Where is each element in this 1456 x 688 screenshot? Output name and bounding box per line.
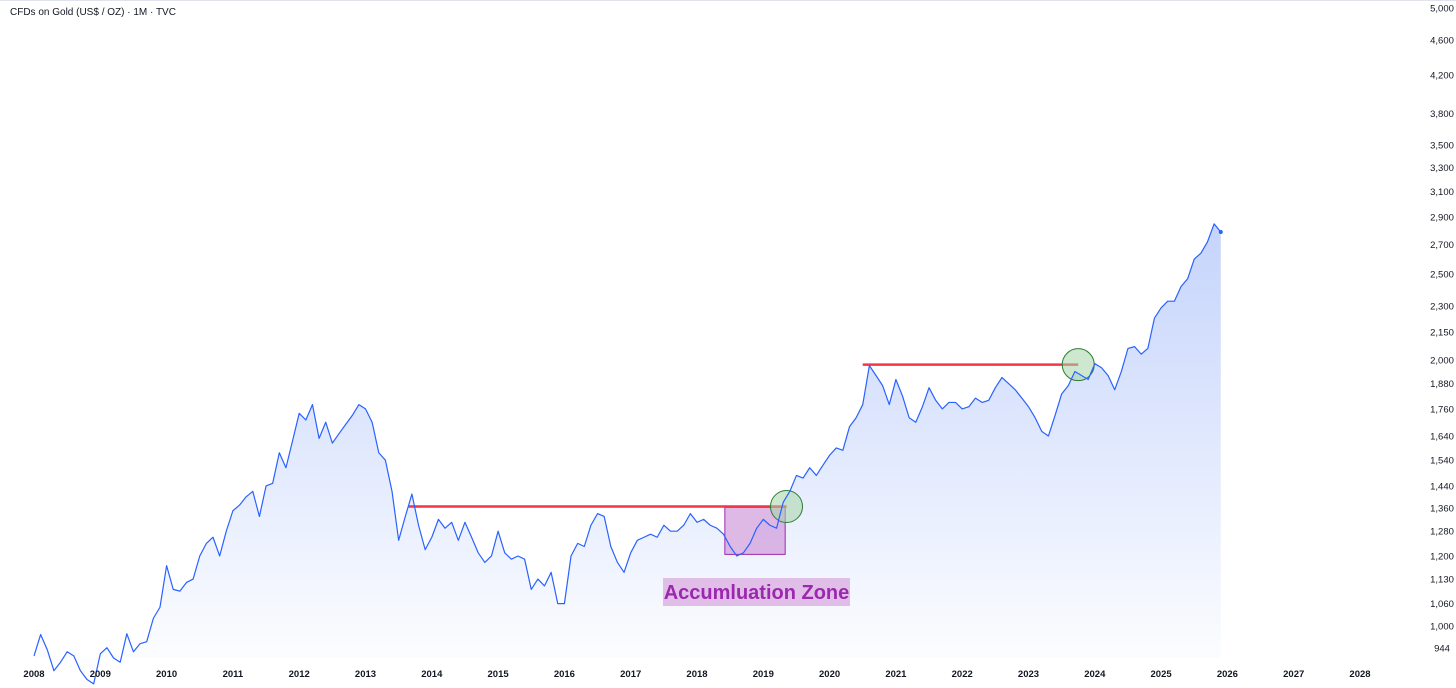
- y-tick-label: 3,300: [1430, 163, 1454, 174]
- x-tick-label: 2010: [156, 669, 177, 680]
- x-tick-label: 2025: [1151, 669, 1173, 680]
- x-tick-label: 2024: [1084, 669, 1106, 680]
- annotations-layer: Accumluation Zone: [408, 348, 1095, 606]
- x-tick-label: 2008: [23, 669, 44, 680]
- x-tick-label: 2022: [952, 669, 973, 680]
- y-tick-label: 944: [1434, 644, 1450, 655]
- y-tick-label: 3,500: [1430, 140, 1454, 151]
- y-tick-label: 2,000: [1430, 355, 1454, 366]
- y-tick-label: 2,300: [1430, 302, 1454, 313]
- y-tick-label: 1,640: [1430, 432, 1454, 443]
- y-tick-label: 1,200: [1430, 551, 1454, 562]
- y-tick-label: 1,540: [1430, 456, 1454, 467]
- y-tick-label: 2,150: [1430, 328, 1454, 339]
- y-tick-label: 1,130: [1430, 575, 1454, 586]
- x-tick-label: 2018: [686, 669, 707, 680]
- x-tick-label: 2013: [355, 669, 376, 680]
- last-price-dot: [1218, 230, 1223, 235]
- chart-title: CFDs on Gold (US$ / OZ) · 1M · TVC: [10, 7, 176, 18]
- breakout-circle-1: [770, 490, 804, 524]
- x-tick-label: 2016: [554, 669, 575, 680]
- x-tick-label: 2019: [753, 669, 774, 680]
- zone-label-bg: [663, 578, 850, 606]
- line-layer: [33, 223, 1223, 685]
- area-layer: [34, 223, 1221, 684]
- y-tick-label: 1,440: [1430, 481, 1454, 492]
- y-tick-label: 3,800: [1430, 109, 1454, 120]
- x-tick-label: 2012: [289, 669, 310, 680]
- y-tick-label: 4,200: [1430, 70, 1454, 81]
- x-tick-label: 2026: [1217, 669, 1238, 680]
- y-tick-label: 5,000: [1430, 4, 1454, 15]
- y-tick-label: 1,000: [1430, 621, 1454, 632]
- y-tick-label: 1,360: [1430, 503, 1454, 514]
- y-tick-label: 2,900: [1430, 213, 1454, 224]
- x-tick-label: 2028: [1349, 669, 1370, 680]
- y-tick-label: 1,880: [1430, 379, 1454, 390]
- zone-label: Accumluation Zone: [664, 582, 850, 604]
- y-tick-label: 3,100: [1430, 187, 1454, 198]
- x-tick-label: 2011: [223, 669, 244, 680]
- x-tick-label: 2023: [1018, 669, 1039, 680]
- y-tick-label: 2,700: [1430, 240, 1454, 251]
- price-area: [34, 223, 1221, 684]
- y-tick-label: 1,280: [1430, 527, 1454, 538]
- x-tick-label: 2009: [90, 669, 111, 680]
- y-axis: 944 1,000 1,060 1,130 1,200 1,280 1,360 1,440 1,…: [1430, 4, 1454, 655]
- x-tick-label: 2021: [885, 669, 907, 680]
- x-axis: 2008 2009 2010 2011 2012 2013 2014 2015 2016 2017…: [23, 669, 1370, 680]
- price-line: [33, 223, 1222, 685]
- x-tick-label: 2014: [421, 669, 443, 680]
- x-tick-label: 2020: [819, 669, 840, 680]
- x-tick-label: 2027: [1283, 669, 1304, 680]
- x-tick-label: 2017: [620, 669, 641, 680]
- y-tick-label: 4,600: [1430, 36, 1454, 47]
- y-tick-label: 1,760: [1430, 404, 1454, 415]
- y-tick-label: 2,500: [1430, 270, 1454, 281]
- y-tick-label: 1,060: [1430, 599, 1454, 610]
- x-tick-label: 2015: [488, 669, 510, 680]
